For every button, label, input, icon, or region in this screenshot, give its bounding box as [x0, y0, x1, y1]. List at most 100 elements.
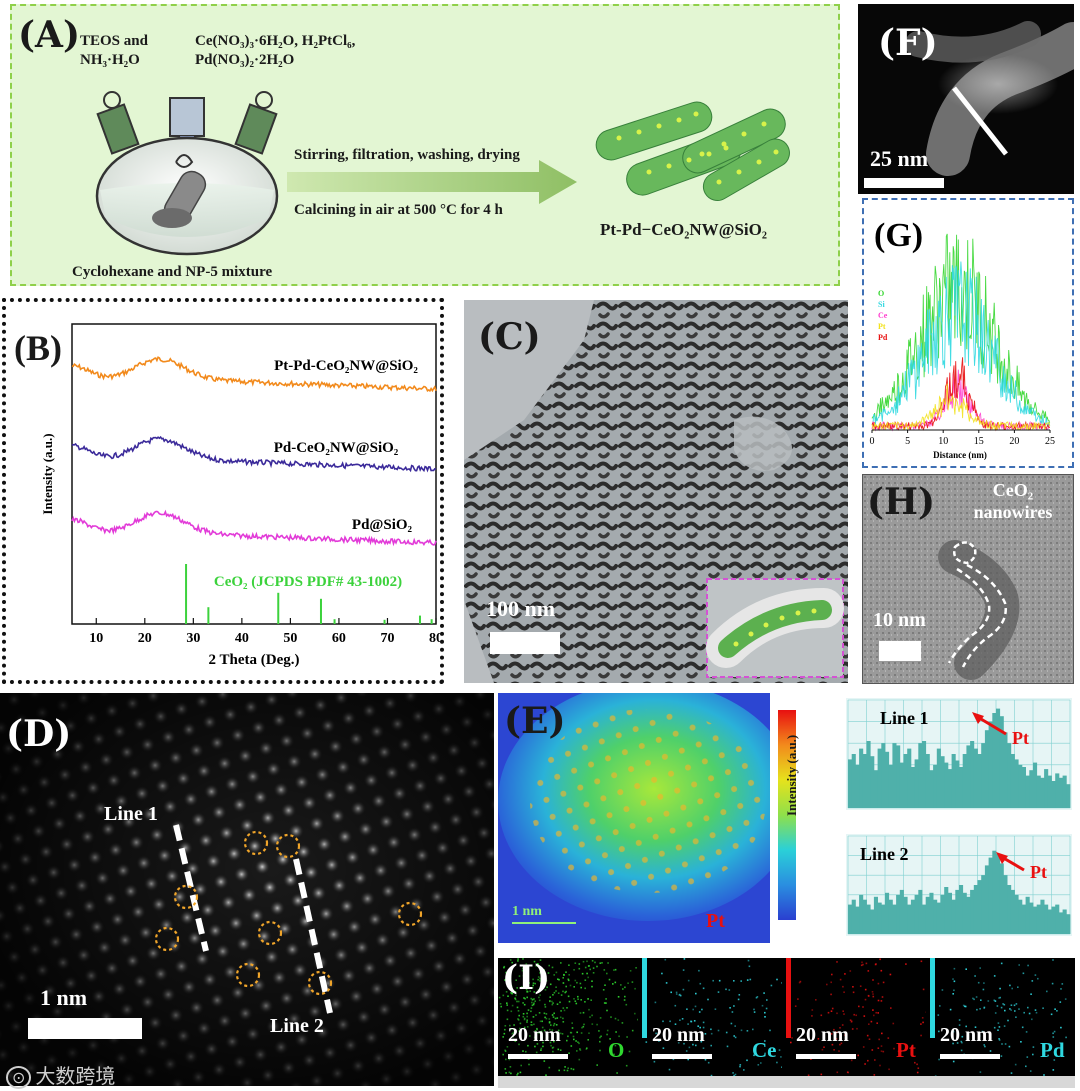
panel-d-haadf-image: (D) Line 1 Line 2 1 nm — [0, 693, 494, 1086]
line-2-label: Line 2 — [270, 1015, 324, 1037]
pt-atom-markers — [154, 830, 423, 996]
profile-bar — [877, 748, 882, 808]
product-nanowires-illustration — [595, 101, 790, 201]
eds-map-scale-label: 20 nm — [796, 1024, 849, 1046]
eds-map-color-strip — [930, 958, 935, 1038]
xrd-series-line — [71, 435, 437, 473]
g-element-traces — [871, 233, 1051, 432]
xrd-tick-label: 50 — [283, 631, 297, 646]
f-line-scan-marker — [952, 86, 1008, 156]
panel-h-title-line2: nanowires — [973, 502, 1053, 522]
panel-g-line-scan-chart: 0 5 10 15 20 25 Distance (nm) (G) O Si Ce Pt Pd — [862, 198, 1074, 468]
eds-map-footer-strip — [498, 1076, 1075, 1088]
profile-bar — [929, 770, 934, 808]
profile-bar — [925, 896, 930, 934]
profile-bar — [1036, 904, 1041, 934]
profile-bar — [862, 899, 867, 934]
line-1-marker — [173, 824, 209, 952]
xrd-series-label-2: Pd-CeO₂NW@SiO₂ — [274, 440, 399, 456]
watermark: ⊙ 大数跨境 — [6, 1060, 115, 1089]
profile-bar — [851, 899, 856, 934]
profile-bar — [914, 759, 919, 808]
xrd-series-line — [71, 356, 437, 393]
profile-bar — [892, 743, 897, 808]
profile-bar — [1047, 775, 1052, 808]
g-tick-label: 15 — [974, 436, 984, 447]
profile-bar — [970, 741, 975, 808]
profile-bar — [873, 896, 878, 934]
h-wire-head-outline — [953, 541, 977, 565]
eds-map-color-strip — [786, 958, 791, 1038]
flask-illustration — [95, 91, 279, 256]
line-1-profile-chart: Line 1 Pt — [846, 698, 1072, 810]
xrd-x-ticks: 10 20 30 40 50 60 70 80 — [89, 618, 443, 646]
g-legend-item: O — [878, 289, 884, 298]
eds-map-scale-label: 20 nm — [652, 1024, 705, 1046]
g-trace-pd — [871, 357, 1051, 432]
eds-linescan-svg: 0 5 10 15 20 25 Distance (nm) (G) O Si Ce Pt Pd — [870, 217, 1056, 460]
profile-bar — [1047, 909, 1052, 934]
arrow-text-bottom: Calcining in air at 500 °C for 4 h — [294, 202, 503, 218]
colorbar-label: Intensity (a.u.) — [784, 734, 799, 816]
eds-map-scale-bar — [796, 1054, 856, 1059]
profile-bar — [922, 741, 927, 808]
profile-bar — [896, 894, 901, 934]
profile-2-pt-label: Pt — [1030, 862, 1047, 882]
xrd-series-label-3: Pd@SiO₂ — [352, 517, 413, 533]
xrd-tick-label: 80 — [429, 631, 440, 646]
profile-bar — [981, 743, 986, 808]
xrd-series-label-1: Pt-Pd-CeO₂NW@SiO₂ — [274, 358, 418, 374]
profile-bar — [848, 759, 853, 808]
profile-bar — [1044, 769, 1049, 808]
panel-e-scale-bar — [512, 922, 576, 924]
profile-bar — [873, 770, 878, 808]
profile-bar — [999, 716, 1004, 808]
eds-map-color-strip — [642, 958, 647, 1038]
profile-bar — [1040, 899, 1045, 934]
reagent-right-line1: Ce(NO₃)₃·6H₂O, H₂PtCl₆, — [195, 33, 356, 49]
panel-a-synthesis-scheme: (A) TEOS and NH₃·H₂O Ce(NO₃)₃·6H₂O, H₂Pt… — [10, 4, 840, 286]
profile-bar — [907, 748, 912, 808]
panel-b-xrd-chart: (B) Intensity (a.u.) 2 Theta (Deg.) 10 20… — [2, 298, 444, 684]
intensity-colorbar — [778, 710, 796, 920]
panel-d-scale-label: 1 nm — [40, 985, 88, 1010]
panel-i-letter: (I) — [502, 958, 551, 998]
xrd-series-line — [71, 509, 437, 547]
profile-bar — [947, 892, 952, 934]
profile-bar — [933, 899, 938, 934]
eds-map-element-label: O — [608, 1038, 625, 1062]
profile-bar — [951, 754, 956, 808]
watermark-text: 大数跨境 — [35, 1064, 116, 1088]
reagent-left-line1: TEOS and — [80, 33, 148, 49]
xrd-tick-label: 60 — [332, 631, 346, 646]
g-tick-label: 10 — [938, 436, 948, 447]
profile-bar — [1003, 732, 1008, 808]
panel-c-tem-image: (C) 100 nm — [464, 300, 848, 683]
panel-e-letter: (E) — [504, 700, 566, 742]
panel-e-scale-label: 1 nm — [512, 904, 542, 919]
profile-bar — [1058, 912, 1063, 934]
left-neck-icon — [96, 103, 140, 155]
profile-bar — [988, 721, 993, 808]
reagent-right-line2: Pd(NO₃)₂·2H₂O — [195, 52, 295, 68]
profile-bar — [855, 764, 860, 808]
eds-map-scale-label: 20 nm — [940, 1024, 993, 1046]
reagent-left-line2: NH₃·H₂O — [80, 52, 140, 68]
g-trace-si — [871, 261, 1051, 427]
profile-bar — [984, 865, 989, 934]
line-2-profile-chart: Line 2 Pt — [846, 834, 1072, 936]
g-trace-o — [871, 233, 1051, 423]
profile-bar — [859, 894, 864, 934]
profile-bar — [1040, 777, 1045, 808]
profile-bar — [977, 754, 982, 808]
profile-bar — [992, 850, 997, 934]
panel-h-title: CeO₂ nanowires — [963, 479, 1063, 523]
profile-bar — [1010, 889, 1015, 934]
profile-bar — [933, 764, 938, 808]
eds-map-pd: 20 nm Pd — [930, 958, 1070, 1076]
g-legend-item: Si — [878, 300, 885, 309]
profile-bar — [866, 904, 871, 934]
profile-bar — [962, 892, 967, 934]
profile-bar — [907, 904, 912, 934]
g-legend-item: Ce — [878, 311, 888, 320]
